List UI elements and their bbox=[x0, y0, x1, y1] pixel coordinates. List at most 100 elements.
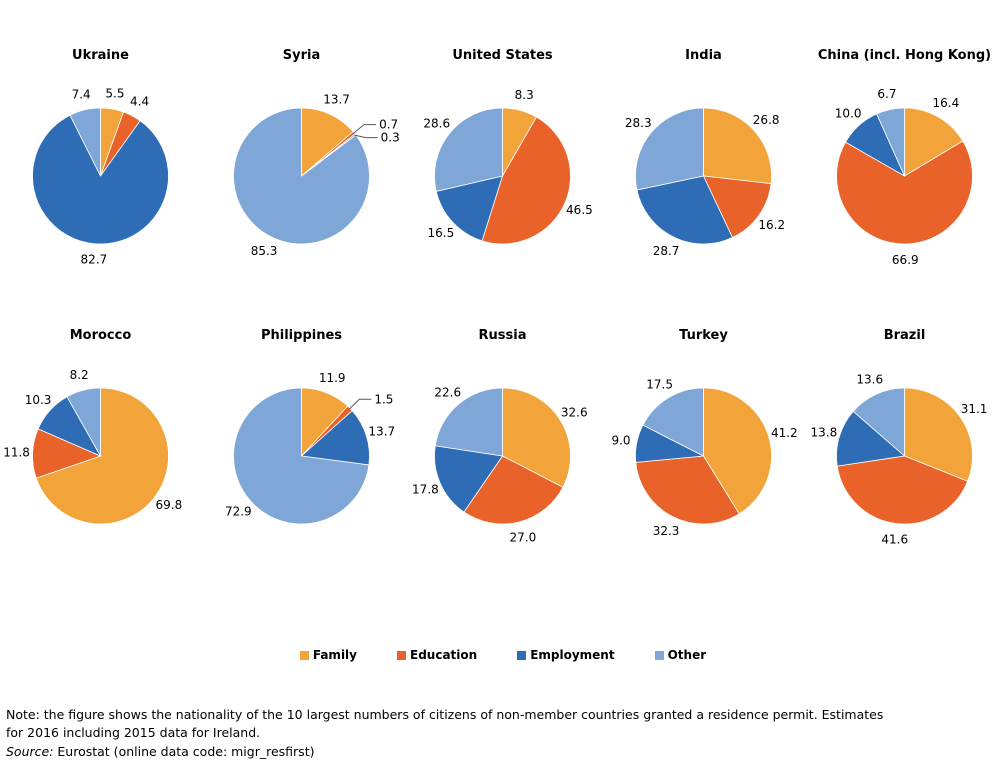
pie-slice-other bbox=[635, 107, 704, 191]
pie-slice-employment bbox=[435, 175, 504, 242]
pie-chart-united-states: United States 8.3 46.5 16.5 28.6 bbox=[402, 46, 603, 280]
slice-value-label: 13.8 bbox=[811, 425, 838, 439]
slice-value-label: 27.0 bbox=[510, 530, 537, 544]
pie-svg: 26.8 16.2 28.7 28.3 bbox=[625, 107, 785, 258]
slice-value-label: 1.5 bbox=[374, 392, 393, 406]
pie-chart-russia: Russia 32.6 27.0 17.8 22.6 bbox=[402, 326, 603, 560]
slice-value-label: 13.7 bbox=[368, 424, 395, 438]
slice-value-label: 6.7 bbox=[877, 87, 896, 101]
slice-value-label: 28.6 bbox=[423, 117, 450, 131]
slice-value-label: 9.0 bbox=[611, 433, 630, 447]
legend-label: Other bbox=[667, 648, 707, 662]
legend-swatch-family bbox=[299, 650, 309, 660]
slice-value-label: 17.8 bbox=[412, 482, 439, 496]
legend-label: Education bbox=[410, 648, 478, 662]
pie-slice-employment bbox=[836, 410, 906, 467]
pie-slice-family bbox=[904, 387, 973, 482]
pie-slice-other bbox=[642, 387, 704, 457]
pie-slice-employment bbox=[300, 410, 370, 466]
pie-slice-education bbox=[836, 140, 973, 245]
pie-svg: 13.7 0.70.3 85.3 bbox=[233, 93, 400, 258]
slice-value-label: 16.5 bbox=[428, 226, 455, 240]
slice-value-label: 0.3 bbox=[381, 131, 400, 145]
pie-svg: 31.1 41.6 13.8 13.6 bbox=[811, 373, 988, 547]
slice-value-label: 10.3 bbox=[25, 393, 52, 407]
source-label: Source: bbox=[6, 744, 54, 760]
pie-slice-other bbox=[852, 387, 905, 457]
note-text: Note: the figure shows the nationality o… bbox=[6, 707, 884, 741]
pie-chart-philippines: Philippines 11.9 1.5 13.7 72.9 bbox=[201, 326, 402, 560]
pie-title: Brazil bbox=[883, 328, 926, 343]
legend: Family Education Employment Other bbox=[0, 648, 1006, 662]
pie-slice-other bbox=[434, 387, 503, 457]
pie-slice-other bbox=[69, 107, 101, 177]
pie-grid: Ukraine 5.5 4.4 82.7 7.4 Syria 13.7 0.7 0.3 85.3 U… bbox=[0, 46, 1005, 560]
pie-svg: 32.6 27.0 17.8 22.6 bbox=[412, 385, 588, 544]
pie-slice-education bbox=[481, 116, 571, 245]
pie-slice-other bbox=[876, 107, 905, 177]
slice-value-label: 32.6 bbox=[561, 405, 588, 419]
pie-svg: 16.4 66.9 10.0 6.7 bbox=[835, 87, 973, 267]
source-line: Source: Eurostat (online data code: migr… bbox=[6, 744, 998, 759]
pie-svg: 11.9 1.5 13.7 72.9 bbox=[225, 371, 395, 525]
slice-value-label: 13.7 bbox=[323, 93, 350, 107]
pie-title: China (incl. Hong Kong) bbox=[817, 48, 992, 63]
pie-chart-syria: Syria 13.7 0.7 0.3 85.3 bbox=[201, 46, 402, 280]
slice-value-label: 16.2 bbox=[758, 218, 785, 232]
source-text: Eurostat (online data code: migr_resfirs… bbox=[57, 744, 315, 760]
slice-value-label: 10.0 bbox=[835, 107, 862, 121]
pie-svg: 8.3 46.5 16.5 28.6 bbox=[423, 88, 593, 245]
slice-value-label: 41.2 bbox=[771, 426, 798, 440]
pie-slice-employment bbox=[636, 175, 733, 245]
slice-value-label: 28.3 bbox=[625, 116, 652, 130]
legend-item-family: Family bbox=[299, 648, 357, 662]
slice-value-label: 17.5 bbox=[646, 377, 673, 391]
pie-slice-other bbox=[233, 387, 370, 525]
pie-title: Russia bbox=[478, 328, 527, 343]
slice-value-label: 4.4 bbox=[130, 95, 149, 109]
pie-svg: 41.2 32.3 9.0 17.5 bbox=[611, 377, 798, 538]
pie-chart-ukraine: Ukraine 5.5 4.4 82.7 7.4 bbox=[0, 46, 201, 280]
slice-value-label: 22.6 bbox=[434, 385, 461, 399]
pie-slice-family bbox=[502, 387, 571, 488]
label-leader-line bbox=[354, 134, 378, 139]
legend-swatch-other bbox=[654, 650, 664, 660]
pie-title: Philippines bbox=[260, 328, 343, 343]
pie-chart-morocco: Morocco 69.8 11.8 10.3 8.2 bbox=[0, 326, 201, 560]
pie-svg: 69.8 11.8 10.3 8.2 bbox=[3, 368, 182, 525]
slice-value-label: 16.4 bbox=[933, 96, 960, 110]
pie-title: Syria bbox=[282, 48, 321, 63]
slice-value-label: 13.6 bbox=[856, 373, 883, 387]
pie-slice-family bbox=[703, 107, 772, 185]
slice-value-label: 41.6 bbox=[881, 532, 908, 546]
slice-value-label: 32.3 bbox=[653, 524, 680, 538]
slice-value-label: 5.5 bbox=[105, 86, 124, 100]
legend-label: Family bbox=[312, 648, 357, 662]
slice-value-label: 7.4 bbox=[72, 87, 91, 101]
pie-chart-india: India 26.8 16.2 28.7 28.3 bbox=[603, 46, 804, 280]
pie-slice-education bbox=[702, 175, 772, 239]
slice-value-label: 11.9 bbox=[319, 371, 346, 385]
slice-value-label: 11.8 bbox=[3, 446, 30, 460]
slice-value-label: 46.5 bbox=[566, 203, 593, 217]
slice-value-label: 66.9 bbox=[892, 253, 919, 267]
pie-title: United States bbox=[452, 48, 553, 63]
pie-svg: 5.5 4.4 82.7 7.4 bbox=[32, 86, 169, 267]
pie-title: Morocco bbox=[69, 328, 132, 343]
pie-chart-brazil: Brazil 31.1 41.6 13.8 13.6 bbox=[804, 326, 1005, 560]
legend-label: Employment bbox=[530, 648, 615, 662]
pie-slice-education bbox=[635, 455, 740, 525]
legend-item-employment: Employment bbox=[517, 648, 615, 662]
legend-item-education: Education bbox=[397, 648, 477, 662]
pie-title: Ukraine bbox=[72, 48, 129, 63]
slice-value-label: 85.3 bbox=[251, 244, 278, 258]
slice-value-label: 8.2 bbox=[70, 368, 89, 382]
slice-value-label: 26.8 bbox=[753, 113, 780, 127]
pie-chart-turkey: Turkey 41.2 32.3 9.0 17.5 bbox=[603, 326, 804, 560]
slice-value-label: 31.1 bbox=[961, 402, 988, 416]
legend-item-other: Other bbox=[654, 648, 707, 662]
pie-slice-employment bbox=[32, 114, 169, 245]
pie-title: Turkey bbox=[679, 328, 728, 343]
pie-slice-family bbox=[703, 387, 772, 515]
